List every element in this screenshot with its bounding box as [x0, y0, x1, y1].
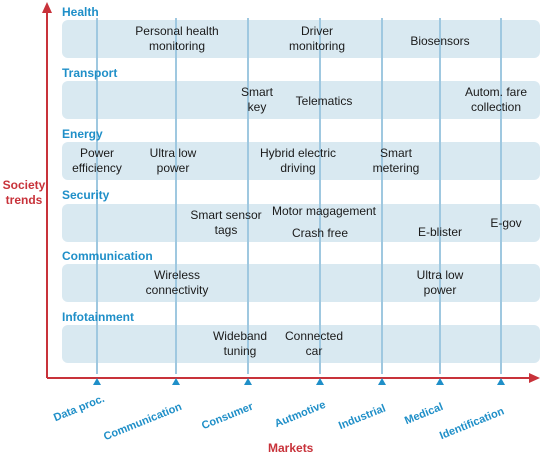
market-marker-identification [497, 378, 505, 385]
item-line: Smart [240, 85, 274, 99]
item-line: Autom. fare [464, 85, 528, 99]
item-line: Personal health [135, 24, 219, 38]
item-line: Connected [284, 329, 344, 343]
market-line-identification [500, 18, 502, 374]
item-line: Smart [379, 146, 412, 160]
item-line: Driver [301, 24, 333, 38]
item-ultra-low-power-comm: Ultra low power [417, 268, 464, 298]
item-line: power [156, 161, 190, 175]
item-line: efficiency [72, 161, 122, 175]
item-line: monitoring [288, 39, 346, 53]
item-motor-management: Motor magagement [272, 204, 376, 219]
band-energy [62, 142, 540, 180]
item-e-blister: E-blister [418, 225, 462, 240]
item-line: Telematics [295, 94, 353, 108]
item-line: Ultra low [149, 146, 197, 160]
item-line: Smart sensor [190, 208, 262, 222]
x-axis-arrow [529, 373, 540, 383]
band-communication [62, 264, 540, 302]
item-line: Wideband [212, 329, 268, 343]
category-transport: Transport [62, 66, 118, 80]
x-axis-title: Markets [268, 441, 314, 455]
band-infotainment [62, 325, 540, 363]
item-telematics: Telematics [296, 94, 353, 109]
market-marker-communication [172, 378, 180, 385]
item-line: Motor magagement [271, 204, 377, 218]
market-line-automotive [319, 18, 321, 374]
y-axis-arrow [42, 2, 52, 13]
item-line: Power [79, 146, 114, 160]
band-health [62, 20, 540, 58]
item-smart-metering: Smart metering [373, 146, 420, 176]
market-marker-industrial [378, 378, 386, 385]
y-axis-title: Society trends [2, 178, 46, 208]
item-line: power [423, 283, 457, 297]
item-line: collection [470, 100, 522, 114]
category-communication: Communication [62, 249, 153, 263]
item-line: tags [214, 223, 238, 237]
market-marker-consumer [244, 378, 252, 385]
item-line: E-blister [417, 225, 463, 239]
item-line: connectivity [145, 283, 209, 297]
item-driver-monitoring: Driver monitoring [289, 24, 345, 54]
item-line: metering [372, 161, 420, 175]
item-line: monitoring [148, 39, 206, 53]
item-line: E-gov [490, 216, 522, 230]
item-autom-fare-collection: Autom. fare collection [465, 85, 527, 115]
market-line-data-proc [96, 18, 98, 374]
item-line: Wireless [153, 268, 201, 282]
item-line: driving [280, 161, 316, 175]
market-marker-automotive [316, 378, 324, 385]
item-line: Hybrid electric [259, 146, 337, 160]
item-power-efficiency: Power efficiency [72, 146, 122, 176]
y-axis-title-line: Society [2, 178, 46, 192]
band-security [62, 204, 540, 242]
item-line: tuning [223, 344, 257, 358]
item-smart-sensor-tags: Smart sensor tags [190, 208, 261, 238]
item-wireless-connectivity: Wireless connectivity [146, 268, 209, 298]
item-biosensors: Biosensors [410, 34, 469, 49]
item-smart-key: Smart key [241, 85, 273, 115]
item-line: Biosensors [410, 34, 470, 48]
item-e-gov: E-gov [490, 216, 521, 231]
item-line: key [247, 100, 267, 114]
market-line-communication [175, 18, 177, 374]
y-axis-title-line: trends [5, 193, 43, 207]
market-line-medical [439, 18, 441, 374]
item-crash-free: Crash free [292, 226, 348, 241]
market-line-industrial [381, 18, 383, 374]
item-hybrid-electric-driving: Hybrid electric driving [260, 146, 336, 176]
market-line-consumer [247, 18, 249, 374]
category-energy: Energy [62, 127, 103, 141]
category-security: Security [62, 188, 110, 202]
band-transport [62, 81, 540, 119]
category-health: Health [62, 5, 99, 19]
category-infotainment: Infotainment [62, 310, 134, 324]
item-connected-car: Connected car [285, 329, 343, 359]
item-line: Ultra low [416, 268, 464, 282]
item-wideband-tuning: Wideband tuning [213, 329, 267, 359]
item-line: car [305, 344, 323, 358]
item-line: Crash free [291, 226, 349, 240]
market-marker-data-proc [93, 378, 101, 385]
market-marker-medical [436, 378, 444, 385]
item-ultra-low-power-energy: Ultra low power [150, 146, 197, 176]
item-personal-health-monitoring: Personal health monitoring [135, 24, 218, 54]
